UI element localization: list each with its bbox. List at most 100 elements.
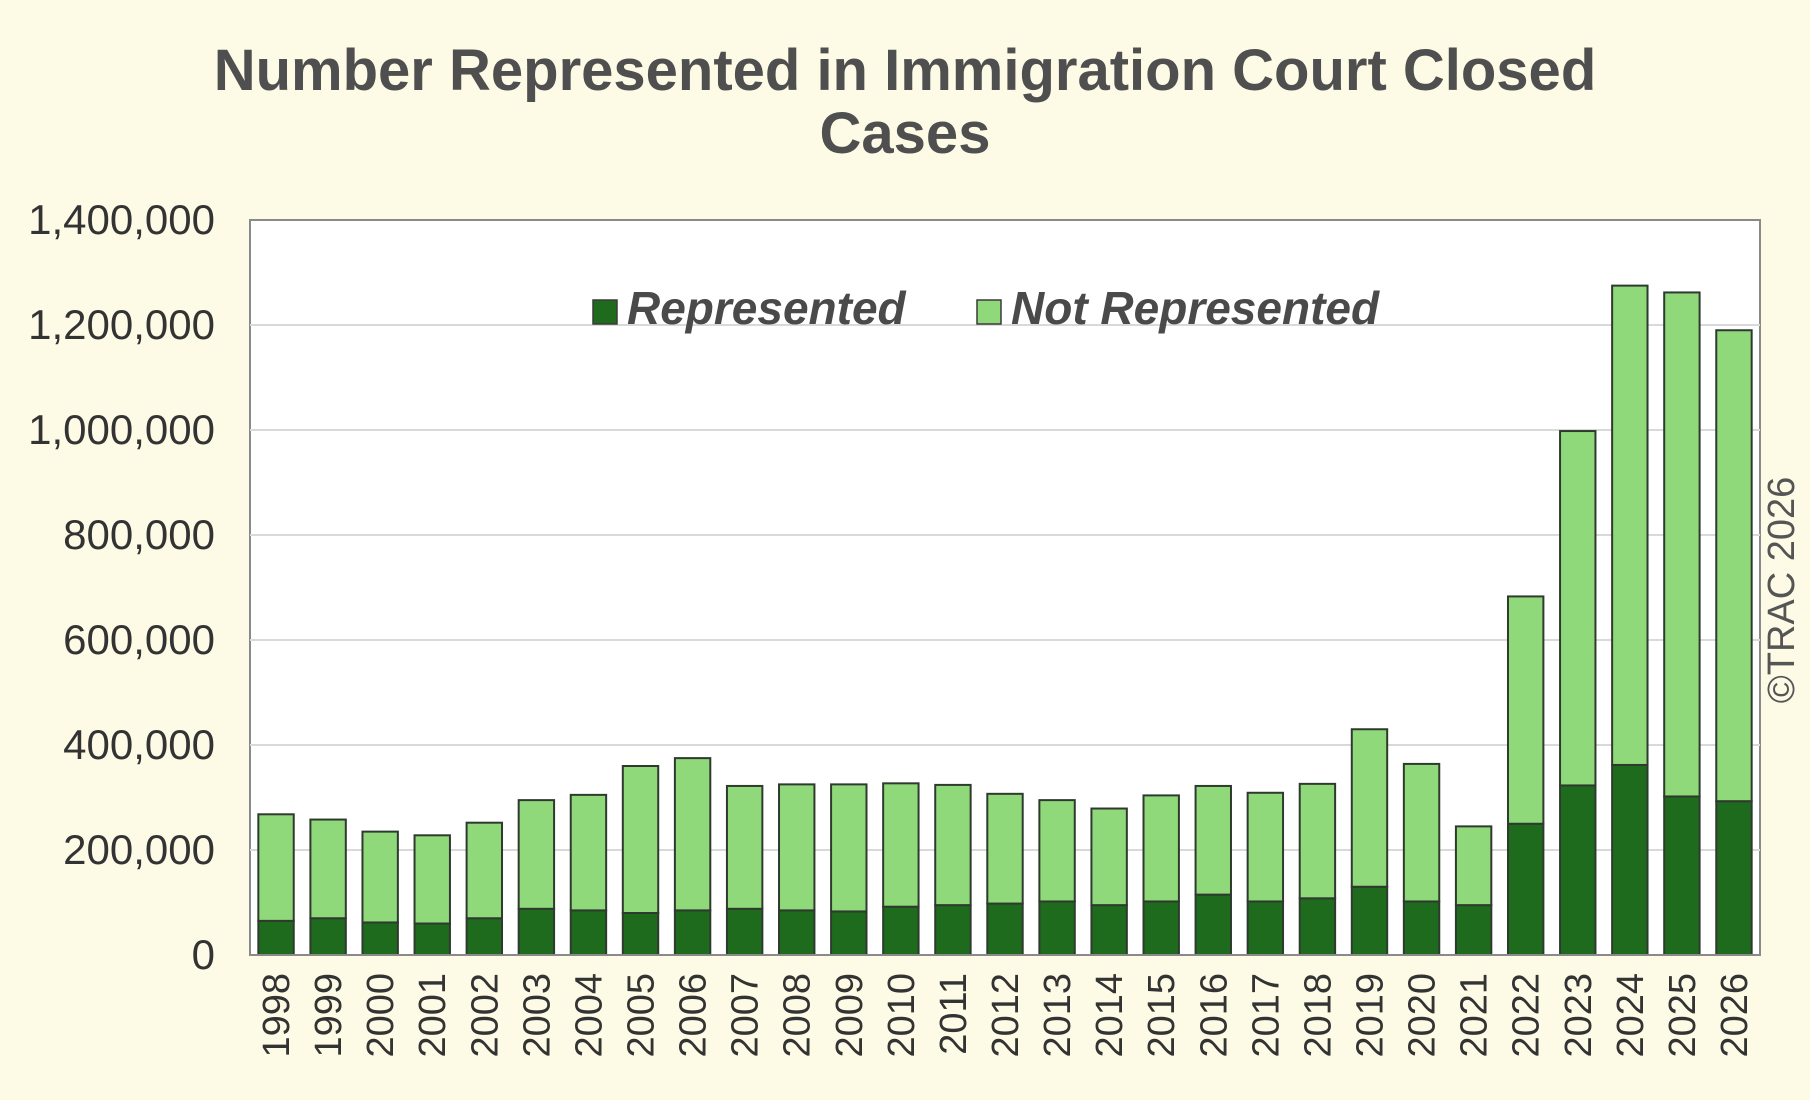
bar-not-represented [1611, 284, 1649, 766]
chart-title-line-1: Number Represented in Immigration Court … [214, 38, 1597, 103]
bar-not-represented [1246, 791, 1285, 903]
bar-represented [361, 921, 399, 957]
bar-not-represented [986, 792, 1024, 905]
x-tick-label: 2005 [621, 973, 663, 1058]
bar-represented [1246, 900, 1285, 957]
bar-represented [1298, 897, 1337, 956]
bars [257, 284, 1753, 957]
x-tick-label: 2001 [412, 973, 454, 1058]
bar-represented [1194, 893, 1232, 956]
bar-not-represented [517, 799, 556, 910]
x-tick-label: 2023 [1558, 973, 1600, 1058]
bar-not-represented [569, 793, 608, 912]
bar-represented [986, 902, 1024, 956]
bar-represented [1559, 784, 1597, 956]
bar-represented [257, 919, 295, 956]
bar-represented [1715, 800, 1753, 956]
legend: Represented Not Represented [592, 282, 1380, 334]
x-tick-label: 2018 [1297, 973, 1339, 1058]
x-tick-label: 1999 [308, 973, 350, 1058]
x-tick-label: 1998 [256, 973, 298, 1058]
bar-represented [1611, 763, 1649, 957]
x-tick-label: 2017 [1245, 973, 1287, 1058]
bar-not-represented [1663, 291, 1701, 798]
bar-not-represented [673, 757, 712, 912]
legend-label-not-represented: Not Represented [1011, 282, 1380, 334]
y-tick-label: 400,000 [63, 721, 215, 768]
legend-swatch-not-represented [976, 299, 1002, 325]
x-tick-label: 2015 [1141, 973, 1183, 1058]
bar-not-represented [1194, 784, 1232, 896]
x-tick-label: 2010 [881, 973, 923, 1058]
bar-not-represented [621, 765, 660, 914]
x-tick-label: 2004 [568, 973, 610, 1058]
bar-not-represented [1454, 825, 1493, 907]
x-tick-label: 2000 [360, 973, 402, 1058]
bar-not-represented [1715, 329, 1753, 803]
x-tick-label: 2008 [777, 973, 819, 1058]
bar-represented [465, 917, 504, 956]
bar-represented [569, 909, 608, 956]
bar-represented [882, 905, 920, 957]
bar-represented [1038, 900, 1076, 957]
bar-represented [673, 909, 712, 956]
x-tick-label: 2002 [464, 973, 506, 1058]
bar-not-represented [882, 782, 920, 908]
bar-not-represented [1298, 782, 1337, 900]
bar-not-represented [1559, 430, 1597, 787]
x-tick-label: 2012 [985, 973, 1027, 1058]
bar-represented [1454, 904, 1493, 956]
bar-represented [1350, 885, 1389, 956]
y-tick-label: 1,400,000 [28, 196, 215, 243]
bar-not-represented [361, 830, 399, 924]
y-tick-label: 0 [192, 931, 215, 978]
x-tick-label: 2022 [1506, 973, 1548, 1058]
bar-not-represented [465, 821, 504, 920]
legend-label-represented: Represented [627, 282, 907, 334]
bar-represented [1506, 822, 1545, 956]
bar-not-represented [830, 783, 868, 913]
y-tick-label: 1,000,000 [28, 406, 215, 453]
x-tick-label: 2013 [1037, 973, 1079, 1058]
x-tick-label: 2014 [1089, 973, 1131, 1058]
bar-not-represented [778, 783, 816, 912]
bar-not-represented [1142, 794, 1180, 903]
y-tick-label: 200,000 [63, 826, 215, 873]
x-tick-label: 2011 [933, 973, 975, 1055]
y-axis: 0 200,000 400,000 600,000 800,000 1,000,000 1,… [28, 196, 215, 978]
bar-represented [309, 917, 347, 956]
bar-represented [934, 904, 972, 956]
x-tick-label: 2007 [725, 973, 767, 1058]
bar-not-represented [1402, 762, 1441, 903]
y-tick-label: 600,000 [63, 616, 215, 663]
bar-represented [778, 909, 816, 956]
x-tick-label: 2024 [1610, 973, 1652, 1058]
copyright-credit: ©TRAC 2026 [1761, 477, 1803, 704]
x-tick-label: 2009 [829, 973, 871, 1058]
bar-not-represented [1506, 595, 1545, 825]
bar-not-represented [1090, 807, 1128, 907]
bar-represented [621, 912, 660, 956]
legend-swatch-represented [592, 299, 618, 325]
x-tick-label: 2019 [1349, 973, 1391, 1058]
bar-represented [413, 922, 451, 956]
bar-represented [517, 907, 556, 956]
x-tick-label: 2020 [1402, 973, 1444, 1058]
chart-title-line-2: Cases [820, 101, 991, 166]
bar-not-represented [1350, 728, 1389, 888]
x-tick-label: 2003 [516, 973, 558, 1058]
bar-represented [1663, 795, 1701, 957]
x-axis: 1998 1999 2000 2001 2002 2003 2004 2005 2006 2007… [250, 954, 1760, 1058]
bar-not-represented [413, 834, 451, 925]
bar-not-represented [257, 813, 295, 922]
bar-not-represented [725, 784, 764, 910]
x-tick-label: 2021 [1454, 973, 1496, 1058]
x-tick-label: 2016 [1193, 973, 1235, 1058]
bar-represented [1142, 900, 1180, 957]
y-tick-label: 1,200,000 [28, 301, 215, 348]
bar-not-represented [309, 818, 347, 920]
x-tick-label: 2026 [1714, 973, 1756, 1058]
x-tick-label: 2025 [1662, 973, 1704, 1058]
x-tick-label: 2006 [673, 973, 715, 1058]
